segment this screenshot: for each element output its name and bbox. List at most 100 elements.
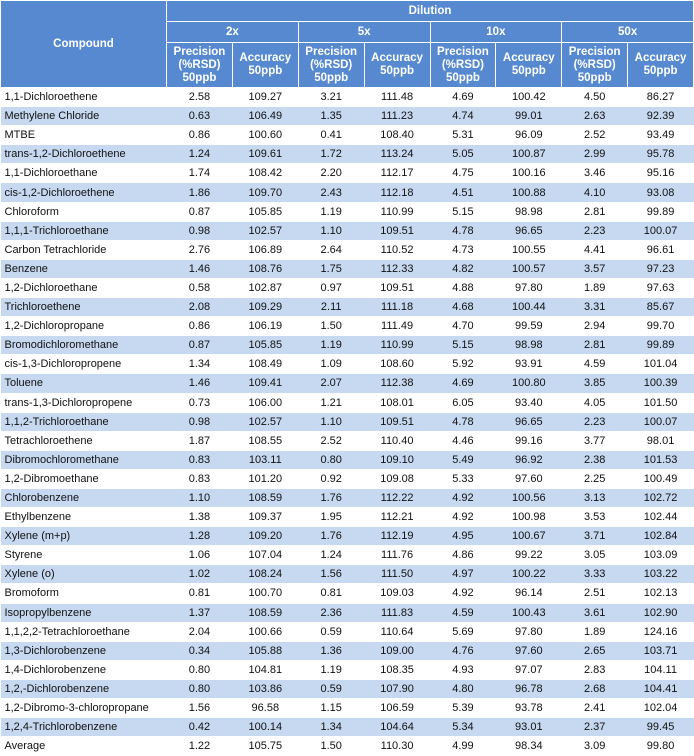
compound-cell: cis-1,3-Dichloropropene xyxy=(0,354,167,375)
table-row: 1,2,4-Trichlorobenzene 0.42 100.14 1.34 104.… xyxy=(0,717,694,738)
table-row: 1,1,1-Trichloroethane 0.98 102.57 1.10 109.5… xyxy=(0,221,694,241)
accuracy-cell: 112.22 xyxy=(364,488,430,509)
compound-cell: 1,1,2-Trichloroethane xyxy=(0,412,167,432)
table-row: 1,1,2,2-Tetrachloroethane 2.04 100.66 0.59 1… xyxy=(0,622,694,642)
precision-cell: 4.97 xyxy=(430,564,496,585)
precision-cell: 3.61 xyxy=(561,603,628,623)
precision-cell: 4.75 xyxy=(430,163,496,184)
accuracy-cell: 109.29 xyxy=(232,297,299,318)
table-row: Styrene 1.06 107.04 1.24 111.76 4.86 99.22 3.05… xyxy=(0,545,694,566)
table-row: Xylene (m+p) 1.28 109.20 1.76 112.19 4.95 100.… xyxy=(0,526,694,547)
accuracy-header-line: Accuracy xyxy=(239,52,292,64)
table-row: 1,4-Dichlorobenzene 0.80 104.81 1.19 108.35 4… xyxy=(0,660,694,680)
compound-cell: Xylene (m+p) xyxy=(0,526,167,547)
precision-cell: 4.78 xyxy=(430,221,496,241)
compound-cell: Tetrachloroethene xyxy=(0,431,167,451)
precision-cell: 4.69 xyxy=(430,373,496,394)
precision-cell: 1.09 xyxy=(298,354,365,375)
precision-cell: 4.59 xyxy=(430,603,496,623)
accuracy-header-line: 50ppb xyxy=(380,65,414,77)
accuracy-cell: 100.16 xyxy=(495,163,562,184)
accuracy-cell: 109.61 xyxy=(232,144,299,165)
table-row: Chlorobenzene 1.10 108.59 1.76 112.22 4.92 100… xyxy=(0,488,694,509)
accuracy-cell: 96.78 xyxy=(495,679,562,700)
compound-cell: 1,2,4-Trichlorobenzene xyxy=(0,717,167,738)
precision-cell: 0.86 xyxy=(166,316,233,337)
precision-cell: 1.10 xyxy=(298,412,365,432)
accuracy-cell: 100.87 xyxy=(495,144,562,165)
accuracy-cell: 93.01 xyxy=(495,717,562,738)
table-row: 1,3-Dichlorobenzene 0.34 105.88 1.36 109.00 4… xyxy=(0,641,694,661)
accuracy-cell: 99.89 xyxy=(627,335,694,356)
precision-cell: 6.05 xyxy=(430,393,496,413)
accuracy-cell: 106.49 xyxy=(232,106,299,127)
compound-cell: Bromodichloromethane xyxy=(0,335,167,356)
precision-cell: 3.21 xyxy=(298,87,365,108)
accuracy-cell: 98.98 xyxy=(495,202,562,222)
compound-cell: 1,4-Dichlorobenzene xyxy=(0,660,167,680)
precision-cell: 4.78 xyxy=(430,412,496,432)
table-row: 1,2-Dibromo-3-chloropropane 1.56 96.58 1.15… xyxy=(0,698,694,719)
precision-cell: 0.80 xyxy=(298,450,365,470)
precision-cell: 0.87 xyxy=(166,202,233,222)
accuracy-cell: 100.67 xyxy=(495,526,562,547)
compound-cell: Chloroform xyxy=(0,202,167,222)
accuracy-cell: 110.99 xyxy=(364,335,430,356)
precision-cell: 4.51 xyxy=(430,182,496,203)
accuracy-cell: 102.13 xyxy=(627,583,694,604)
precision-cell: 4.74 xyxy=(430,106,496,127)
accuracy-cell: 100.70 xyxy=(232,583,299,604)
compound-cell: Xylene (o) xyxy=(0,564,167,585)
accuracy-header-line: 50ppb xyxy=(248,65,283,77)
dilution-header: Dilution xyxy=(166,0,694,22)
accuracy-cell: 109.20 xyxy=(232,526,299,547)
precision-cell: 1.87 xyxy=(166,431,233,451)
precision-cell: 0.73 xyxy=(166,393,233,413)
accuracy-cell: 104.64 xyxy=(364,717,430,738)
accuracy-header: Accuracy 50ppb xyxy=(231,42,299,88)
accuracy-cell: 97.80 xyxy=(495,622,562,642)
precision-cell: 3.77 xyxy=(561,431,628,451)
table-row: Isopropylbenzene 1.37 108.59 2.36 111.83 4.59… xyxy=(0,603,694,623)
accuracy-cell: 102.90 xyxy=(627,603,694,623)
table-row: 1,1,2-Trichloroethane 0.98 102.57 1.10 109.5… xyxy=(0,412,694,432)
accuracy-cell: 100.60 xyxy=(232,125,299,146)
accuracy-cell: 100.66 xyxy=(232,622,299,642)
compound-cell: Average xyxy=(0,736,167,756)
precision-cell: 2.76 xyxy=(166,240,233,260)
accuracy-cell: 102.04 xyxy=(627,698,694,719)
accuracy-cell: 111.83 xyxy=(364,603,430,623)
precision-cell: 0.97 xyxy=(298,278,365,299)
accuracy-cell: 96.58 xyxy=(232,698,299,719)
accuracy-cell: 100.49 xyxy=(627,469,694,489)
precision-cell: 1.89 xyxy=(561,278,628,299)
accuracy-cell: 101.20 xyxy=(232,469,299,489)
accuracy-cell: 100.42 xyxy=(495,87,562,108)
precision-cell: 2.37 xyxy=(561,717,628,738)
precision-cell: 2.65 xyxy=(561,641,628,661)
accuracy-cell: 96.09 xyxy=(495,125,562,146)
accuracy-cell: 93.40 xyxy=(495,393,562,413)
accuracy-cell: 103.22 xyxy=(627,564,694,585)
accuracy-cell: 111.76 xyxy=(364,545,430,566)
accuracy-cell: 108.55 xyxy=(232,431,299,451)
table-row: MTBE 0.86 100.60 0.41 108.40 5.31 96.09 2.52 93.… xyxy=(0,125,694,146)
precision-cell: 0.83 xyxy=(166,450,233,470)
precision-cell: 1.50 xyxy=(298,736,365,756)
compound-cell: Benzene xyxy=(0,259,167,279)
precision-cell: 3.53 xyxy=(561,507,628,528)
precision-cell: 0.59 xyxy=(298,622,365,642)
accuracy-cell: 98.98 xyxy=(495,335,562,356)
accuracy-cell: 103.09 xyxy=(627,545,694,566)
accuracy-cell: 99.59 xyxy=(495,316,562,337)
accuracy-cell: 100.22 xyxy=(495,564,562,585)
precision-cell: 3.31 xyxy=(561,297,628,318)
precision-header: Precision (%RSD) 50ppb xyxy=(166,42,233,88)
precision-cell: 0.58 xyxy=(166,278,233,299)
precision-cell: 1.24 xyxy=(298,545,365,566)
accuracy-cell: 102.72 xyxy=(627,488,694,509)
accuracy-cell: 112.18 xyxy=(364,182,430,203)
accuracy-cell: 106.89 xyxy=(232,240,299,260)
precision-cell: 1.22 xyxy=(166,736,233,756)
accuracy-cell: 109.37 xyxy=(232,507,299,528)
